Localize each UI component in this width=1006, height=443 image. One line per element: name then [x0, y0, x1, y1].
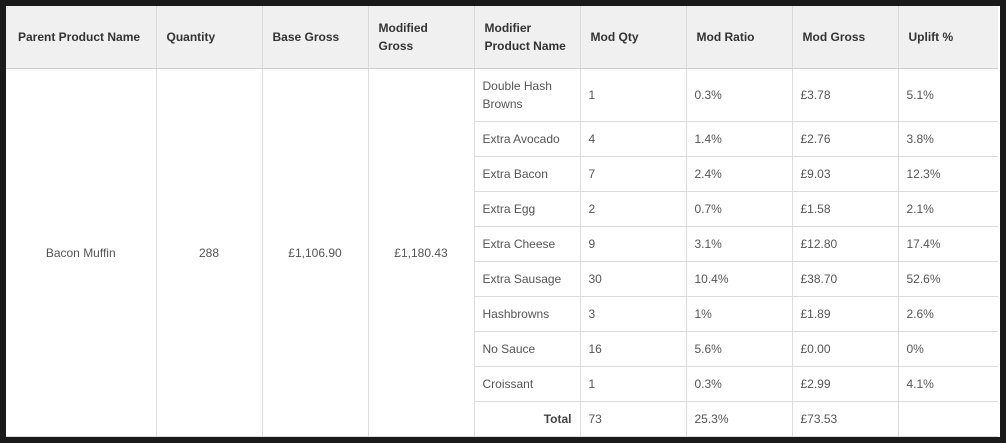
- uplift-cell: 4.1%: [898, 366, 998, 402]
- modifier-name-cell: Hashbrowns: [474, 296, 581, 332]
- table-row: Croissant 1 0.3% £2.99 4.1%: [6, 366, 998, 402]
- mod-gross-cell: £2.76: [792, 121, 899, 157]
- mod-gross-cell: £0.00: [792, 331, 899, 367]
- table-row: Bacon Muffin 288 £1,106.90 £1,180.43 Dou…: [6, 68, 998, 437]
- mod-qty-cell: 7: [580, 156, 687, 192]
- mod-gross-cell: £9.03: [792, 156, 899, 192]
- uplift-cell: 17.4%: [898, 226, 998, 262]
- mod-ratio-cell: 10.4%: [686, 261, 793, 297]
- mod-gross-cell: £38.70: [792, 261, 899, 297]
- parent-base-gross-cell: £1,106.90: [262, 68, 369, 437]
- uplift-cell: 5.1%: [898, 68, 998, 122]
- table-row: Hashbrowns 3 1% £1.89 2.6%: [6, 296, 998, 332]
- mod-gross-cell: £12.80: [792, 226, 899, 262]
- header-mod-qty[interactable]: Mod Qty: [580, 6, 687, 69]
- modifier-report-table: Parent Product Name Quantity Base Gross …: [6, 6, 998, 437]
- mod-ratio-cell: 0.3%: [686, 366, 793, 402]
- table-row: Extra Bacon 7 2.4% £9.03 12.3%: [6, 156, 998, 192]
- modifier-name-cell: Extra Sausage: [474, 261, 581, 297]
- uplift-cell: 12.3%: [898, 156, 998, 192]
- report-frame: Parent Product Name Quantity Base Gross …: [6, 6, 1000, 437]
- mod-qty-cell: 1: [580, 366, 687, 402]
- parent-modified-gross-cell: £1,180.43: [368, 68, 475, 437]
- modifier-name-cell: Extra Avocado: [474, 121, 581, 157]
- header-base-gross[interactable]: Base Gross: [262, 6, 369, 69]
- table-row: Extra Cheese 9 3.1% £12.80 17.4%: [6, 226, 998, 262]
- table-header: Parent Product Name Quantity Base Gross …: [6, 6, 998, 69]
- mod-gross-cell: £2.99: [792, 366, 899, 402]
- modifier-name-cell: No Sauce: [474, 331, 581, 367]
- parent-quantity-cell: 288: [156, 68, 263, 437]
- table-row: Extra Egg 2 0.7% £1.58 2.1%: [6, 191, 998, 227]
- modifier-name-cell: Double Hash Browns: [474, 68, 581, 122]
- mod-ratio-cell: 3.1%: [686, 226, 793, 262]
- uplift-cell: 0%: [898, 331, 998, 367]
- table-row: No Sauce 16 5.6% £0.00 0%: [6, 331, 998, 367]
- mod-ratio-cell: 1%: [686, 296, 793, 332]
- header-modifier-product-name[interactable]: Modifier Product Name: [474, 6, 581, 69]
- header-uplift[interactable]: Uplift %: [898, 6, 998, 69]
- header-mod-gross[interactable]: Mod Gross: [792, 6, 899, 69]
- modifier-name-cell: Extra Cheese: [474, 226, 581, 262]
- mod-ratio-cell: 5.6%: [686, 331, 793, 367]
- total-row: Total 73 25.3% £73.53: [6, 401, 998, 437]
- mod-qty-cell: 4: [580, 121, 687, 157]
- mod-qty-cell: 9: [580, 226, 687, 262]
- uplift-cell: 2.1%: [898, 191, 998, 227]
- header-modified-gross[interactable]: Modified Gross: [368, 6, 475, 69]
- uplift-cell: 52.6%: [898, 261, 998, 297]
- uplift-cell: 3.8%: [898, 121, 998, 157]
- mod-ratio-cell: 1.4%: [686, 121, 793, 157]
- mod-gross-cell: £1.58: [792, 191, 899, 227]
- table-row: Extra Avocado 4 1.4% £2.76 3.8%: [6, 121, 998, 157]
- mod-gross-cell: £1.89: [792, 296, 899, 332]
- header-quantity[interactable]: Quantity: [156, 6, 263, 69]
- table-body: Bacon Muffin 288 £1,106.90 £1,180.43 Dou…: [6, 68, 998, 437]
- mod-qty-cell: 1: [580, 68, 687, 122]
- mod-ratio-cell: 2.4%: [686, 156, 793, 192]
- header-parent-product-name[interactable]: Parent Product Name: [6, 6, 157, 69]
- mod-ratio-cell: 0.3%: [686, 68, 793, 122]
- total-uplift: [898, 401, 998, 437]
- total-mod-qty: 73: [580, 401, 687, 437]
- mod-qty-cell: 2: [580, 191, 687, 227]
- mod-gross-cell: £3.78: [792, 68, 899, 122]
- modifier-name-cell: Croissant: [474, 366, 581, 402]
- mod-qty-cell: 3: [580, 296, 687, 332]
- mod-ratio-cell: 0.7%: [686, 191, 793, 227]
- mod-qty-cell: 30: [580, 261, 687, 297]
- mod-qty-cell: 16: [580, 331, 687, 367]
- total-mod-ratio: 25.3%: [686, 401, 793, 437]
- header-row: Parent Product Name Quantity Base Gross …: [6, 6, 998, 69]
- total-label: Total: [474, 401, 581, 437]
- uplift-cell: 2.6%: [898, 296, 998, 332]
- total-mod-gross: £73.53: [792, 401, 899, 437]
- header-mod-ratio[interactable]: Mod Ratio: [686, 6, 793, 69]
- parent-product-name-cell: Bacon Muffin: [6, 68, 157, 437]
- modifier-name-cell: Extra Bacon: [474, 156, 581, 192]
- table-row: Extra Sausage 30 10.4% £38.70 52.6%: [6, 261, 998, 297]
- modifier-name-cell: Extra Egg: [474, 191, 581, 227]
